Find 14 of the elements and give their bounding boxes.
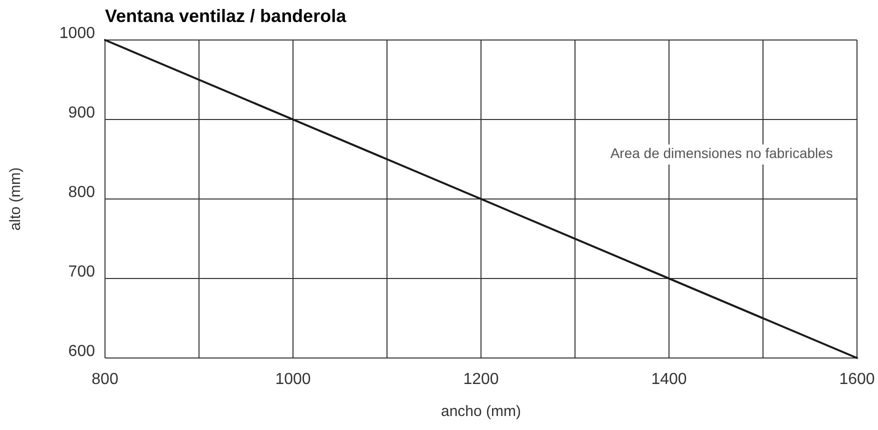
x-tick-label: 1000: [275, 371, 311, 388]
x-tick-label: 1200: [463, 371, 499, 388]
y-axis-title: alto (mm): [7, 167, 24, 231]
y-tick-label: 700: [68, 264, 96, 280]
y-tick-label: 600: [68, 343, 96, 360]
x-tick-label: 1600: [839, 371, 875, 388]
x-axis-title: ancho (mm): [440, 403, 522, 420]
y-tick-label: 800: [68, 184, 96, 201]
x-tick-label: 800: [92, 371, 118, 388]
y-tick-label: 1000: [59, 25, 96, 42]
x-tick-label: 1400: [651, 371, 687, 388]
y-tick-label: 900: [68, 104, 96, 122]
chart-title: Ventana ventilaz / banderola: [105, 6, 348, 26]
annotation: Area de dimensiones no fabricables: [610, 145, 833, 162]
